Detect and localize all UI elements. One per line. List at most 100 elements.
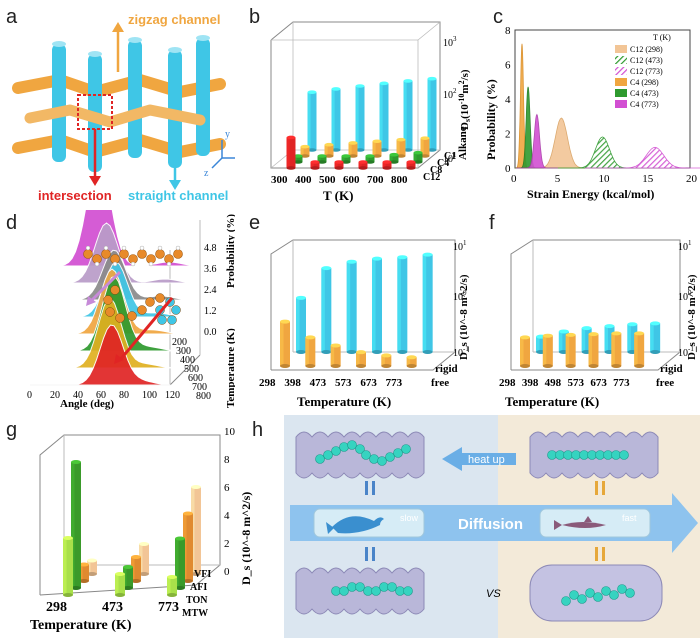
g-ztick: 2 (224, 538, 230, 550)
c-legend-item: C4 (773) (630, 100, 659, 109)
h-bead-chain-0 (339, 442, 349, 452)
d-h-atom (130, 261, 136, 267)
f-xtick: 498 (545, 377, 562, 389)
c-xtick: 15 (642, 173, 654, 185)
d-ttick: 200 (172, 337, 187, 348)
c-legend-swatch (615, 56, 627, 64)
h-bead-chain-1 (619, 450, 629, 460)
f-ztick: 10-1 (678, 345, 694, 359)
d-h-atom (85, 245, 91, 251)
d-h-atom (166, 261, 172, 267)
panel-f-label: f (489, 212, 495, 234)
e-xtick: 573 (335, 377, 352, 389)
h-bead-chain-3 (593, 592, 603, 602)
heat-up-label: heat up (468, 454, 505, 466)
panel-e-label: e (249, 212, 261, 234)
b-bar-C4-700 (396, 137, 406, 158)
b-bar-C8-400 (317, 154, 327, 164)
chart-c: 0 5 10 15 20 0 2 4 6 8 T (K) C12 (298) C12 (473) C12… (484, 25, 700, 201)
d-coil-bead (115, 313, 125, 323)
b-bar-C12-500 (334, 160, 344, 170)
b-ytick: C8 (430, 165, 442, 176)
g-ztick: 10 (224, 426, 236, 438)
e-bar-free-773 (406, 355, 417, 368)
d-ylabel: Probability (%) (225, 214, 235, 288)
c-legend-item: C12 (473) (630, 56, 663, 65)
d-bead (155, 249, 165, 259)
d-xtick: 60 (96, 390, 106, 401)
c-legend-swatch (615, 100, 627, 108)
slow-dolphin-icon (326, 516, 384, 534)
svg-text:Ds(10-10m2/s): Ds(10-10m2/s) (457, 69, 472, 130)
f-frame (510, 239, 681, 371)
d-ttick: 300 (176, 346, 191, 357)
e-xtick: 298 (259, 377, 276, 389)
b-ytick: C12 (423, 172, 440, 183)
f-bar-rigid-773 (650, 321, 661, 354)
b-ztick: 102 (443, 87, 457, 101)
e-ytick: rigid (435, 363, 458, 375)
b-xtick: 300 (271, 174, 288, 186)
panel-g: g 298 473 773 VFI AFI TON MTW 0 2 4 6 8 10 Tempera… (0, 415, 260, 638)
b-bar-C4-600 (372, 139, 382, 158)
b-bar-C8-800 (413, 150, 423, 164)
b-bar-C1-500 (355, 84, 365, 152)
h-bead-chain-3 (561, 596, 571, 606)
b-xlabel: T (K) (323, 188, 353, 203)
d-h-atom (112, 261, 118, 267)
c-xlabel: Strain Energy (kcal/mol) (527, 187, 654, 201)
g-ztick: 8 (224, 454, 230, 466)
f-bar-free-298 (520, 335, 530, 368)
d-coil-bead (110, 285, 120, 295)
e-bar-rigid-673 (397, 255, 408, 354)
h-bead-chain-0 (369, 454, 379, 464)
c-legend-swatch (615, 67, 627, 75)
b-ytick: C1 (444, 151, 456, 162)
panel-d-label: d (6, 212, 18, 234)
equals-left-top (365, 481, 375, 495)
g-ytick: TON (186, 595, 208, 606)
d-h-atom (139, 245, 145, 251)
e-bar-free-673 (381, 353, 392, 368)
h-bead-chain-0 (347, 440, 357, 450)
h-bead-chain-3 (601, 586, 611, 596)
d-coil-bead (105, 307, 115, 317)
panel-e: e 298 398 473 573 673 773 rigid free 10-1 100 10… (235, 210, 475, 410)
e-bar-rigid-473 (346, 259, 357, 354)
e-bar-free-298 (280, 319, 290, 368)
g-xlabel: Temperature (K) (30, 618, 132, 633)
d-xtick: 100 (142, 390, 157, 401)
h-bead-chain-1 (563, 450, 573, 460)
f-xtick: 398 (522, 377, 539, 389)
h-bead-chain-2 (395, 586, 405, 596)
h-bead-chain-3 (577, 594, 587, 604)
b-xtick: 500 (319, 174, 336, 186)
h-bead-chain-1 (547, 450, 557, 460)
h-bead-chain-2 (371, 586, 381, 596)
b-bar-C8-700 (389, 152, 399, 164)
h-bead-chain-1 (595, 450, 605, 460)
b-xtick: 700 (367, 174, 384, 186)
c-curve-C12773 (585, 146, 700, 169)
d-ptick: 1.2 (204, 306, 217, 317)
intersection-label: intersection (38, 188, 112, 203)
d-coil-bead (171, 305, 181, 315)
panel-h: h heat up Diffusion slow fast (252, 415, 700, 638)
g-xtick: 298 (46, 600, 67, 615)
h-bead-chain-0 (385, 452, 395, 462)
e-ztick: 101 (453, 239, 467, 253)
e-xtick: 398 (284, 377, 301, 389)
h-bead-chain-0 (323, 450, 333, 460)
diffusion-schematic: heat up Diffusion slow fast VS (284, 415, 700, 638)
b-bar-C4-400 (324, 142, 334, 158)
h-bead-chain-0 (377, 456, 387, 466)
d-ttick: 700 (192, 382, 207, 393)
h-bead-chain-3 (609, 590, 619, 600)
d-h-atom (157, 245, 163, 251)
axis-z-label: z (204, 168, 209, 179)
d-bead (173, 249, 183, 259)
b-bar-C1-800 (427, 76, 437, 152)
d-ttick: 800 (196, 391, 211, 402)
b-bar-C1-700 (403, 79, 413, 152)
h-bead-chain-2 (387, 582, 397, 592)
